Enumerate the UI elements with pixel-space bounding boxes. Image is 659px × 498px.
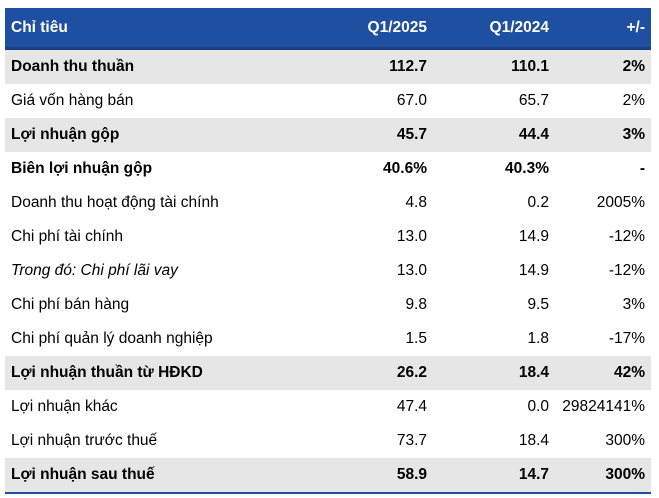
table-row: Lợi nhuận trước thuế 73.7 18.4 300% — [5, 424, 651, 458]
row-label: Doanh thu thuần — [5, 48, 305, 84]
value-change: 29824141% — [562, 398, 645, 415]
header-change: +/- — [555, 8, 651, 50]
value-q1-2024: 44.4 — [433, 118, 555, 152]
value-q1-2025: 9.8 — [405, 296, 427, 313]
table-row: Doanh thu hoạt động tài chính 4.8 0.2 2005% — [5, 186, 651, 220]
value-q1-2025: 4.8 — [405, 194, 427, 211]
row-label: Giá vốn hàng bán — [11, 92, 134, 109]
value-q1-2024: 14.7 — [433, 458, 555, 494]
table-row: Lợi nhuận thuần từ HĐKD 26.2 18.4 42% — [5, 356, 651, 390]
row-label: Lợi nhuận thuần từ HĐKD — [5, 356, 305, 390]
financial-table: Chỉ tiêu Q1/2025 Q1/2024 +/- Doanh thu t… — [5, 8, 651, 494]
value-change: 2005% — [596, 194, 645, 211]
row-label: Lợi nhuận gộp — [5, 118, 305, 152]
table-body: Doanh thu thuần 112.7 110.1 2% Giá vốn hàng… — [5, 48, 651, 494]
value-q1-2025: 112.7 — [305, 48, 433, 84]
header-row: Chỉ tiêu Q1/2025 Q1/2024 +/- — [5, 8, 651, 50]
table-row: Trong đó: Chi phí lãi vay 13.0 14.9 -12% — [5, 254, 651, 288]
value-q1-2025: 40.6% — [383, 160, 427, 177]
value-change: 3% — [622, 296, 645, 313]
value-q1-2024: 65.7 — [518, 92, 549, 109]
row-label: Chi phí bán hàng — [11, 296, 130, 313]
row-label: Chi phí quản lý doanh nghiệp — [11, 330, 213, 347]
value-q1-2025: 13.0 — [396, 228, 427, 245]
value-q1-2024: 18.4 — [518, 432, 549, 449]
value-q1-2024: 40.3% — [505, 160, 549, 177]
row-label: Lợi nhuận sau thuế — [5, 458, 305, 494]
row-label: Lợi nhuận khác — [11, 398, 118, 415]
value-q1-2024: 9.5 — [527, 296, 549, 313]
table-row: Lợi nhuận khác 47.4 0.0 29824141% — [5, 390, 651, 424]
row-label: Trong đó: Chi phí lãi vay — [11, 262, 178, 279]
value-change: -12% — [608, 262, 645, 279]
table-row: Lợi nhuận gộp 45.7 44.4 3% — [5, 118, 651, 152]
row-label: Chi phí tài chính — [11, 228, 124, 245]
value-q1-2024: 0.0 — [527, 398, 549, 415]
value-q1-2025: 1.5 — [405, 330, 427, 347]
value-change: 300% — [555, 458, 651, 494]
header-q1-2025: Q1/2025 — [305, 8, 433, 50]
value-q1-2024: 18.4 — [433, 356, 555, 390]
row-label: Doanh thu hoạt động tài chính — [11, 194, 219, 211]
value-change: - — [639, 160, 645, 177]
value-q1-2025: 58.9 — [305, 458, 433, 494]
value-change: 2% — [555, 48, 651, 84]
value-q1-2025: 47.4 — [396, 398, 427, 415]
header-indicator: Chỉ tiêu — [5, 8, 305, 50]
value-change: 42% — [555, 356, 651, 390]
value-change: -17% — [608, 330, 645, 347]
value-change: 3% — [555, 118, 651, 152]
value-q1-2024: 110.1 — [433, 48, 555, 84]
table-header: Chỉ tiêu Q1/2025 Q1/2024 +/- — [5, 8, 651, 50]
value-q1-2025: 67.0 — [396, 92, 427, 109]
value-q1-2025: 73.7 — [396, 432, 427, 449]
value-q1-2024: 14.9 — [518, 228, 549, 245]
financial-table-container: Chỉ tiêu Q1/2025 Q1/2024 +/- Doanh thu t… — [5, 8, 651, 494]
row-label: Biên lợi nhuận gộp — [11, 160, 153, 177]
table-row: Chi phí tài chính 13.0 14.9 -12% — [5, 220, 651, 254]
value-q1-2025: 45.7 — [305, 118, 433, 152]
value-q1-2025: 26.2 — [305, 356, 433, 390]
table-row: Chi phí quản lý doanh nghiệp 1.5 1.8 -17% — [5, 322, 651, 356]
value-q1-2024: 0.2 — [527, 194, 549, 211]
table-row: Lợi nhuận sau thuế 58.9 14.7 300% — [5, 458, 651, 494]
value-q1-2024: 1.8 — [527, 330, 549, 347]
header-q1-2024: Q1/2024 — [433, 8, 555, 50]
table-row: Biên lợi nhuận gộp 40.6% 40.3% - — [5, 152, 651, 186]
table-row: Giá vốn hàng bán 67.0 65.7 2% — [5, 84, 651, 118]
table-row: Doanh thu thuần 112.7 110.1 2% — [5, 48, 651, 84]
value-change: 300% — [605, 432, 645, 449]
table-row: Chi phí bán hàng 9.8 9.5 3% — [5, 288, 651, 322]
value-change: 2% — [622, 92, 645, 109]
value-q1-2025: 13.0 — [396, 262, 427, 279]
row-label: Lợi nhuận trước thuế — [11, 432, 158, 449]
value-q1-2024: 14.9 — [518, 262, 549, 279]
value-change: -12% — [608, 228, 645, 245]
